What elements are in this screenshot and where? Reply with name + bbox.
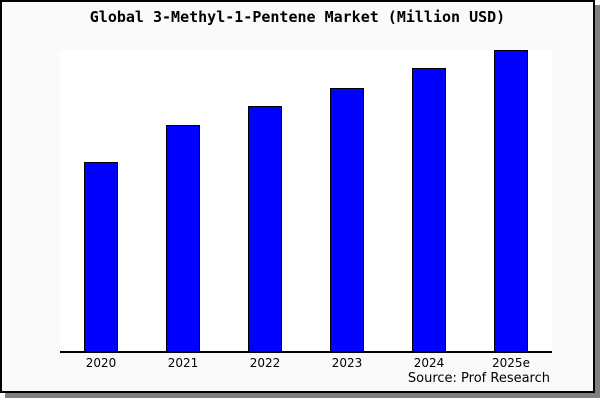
bar-2023 — [330, 87, 364, 351]
x-tick-2025e: 2025e — [492, 356, 530, 370]
bar-2020 — [84, 161, 118, 351]
x-tick-2023: 2023 — [331, 356, 363, 370]
bar-slot-2025e — [470, 50, 552, 351]
bar-2021 — [166, 124, 200, 351]
x-tick-2020: 2020 — [85, 356, 117, 370]
x-ticks-row: 2020 2021 2022 2023 2024 2025e — [60, 356, 552, 370]
bar-slot-2020 — [60, 50, 142, 351]
bar-2025e — [494, 50, 528, 351]
chart-figure: Global 3-Methyl-1-Pentene Market (Millio… — [0, 0, 595, 393]
bar-slot-2022 — [224, 50, 306, 351]
bar-2022 — [248, 106, 282, 351]
bars-row — [60, 50, 552, 351]
chart-title: Global 3-Methyl-1-Pentene Market (Millio… — [89, 8, 506, 26]
bar-slot-2021 — [142, 50, 224, 351]
bar-2024 — [412, 68, 446, 351]
x-tick-2024: 2024 — [413, 356, 445, 370]
bar-slot-2024 — [388, 50, 470, 351]
x-tick-2021: 2021 — [167, 356, 199, 370]
source-label: Source: Prof Research — [407, 371, 550, 386]
plot-area — [60, 50, 552, 353]
bar-slot-2023 — [306, 50, 388, 351]
x-tick-2022: 2022 — [249, 356, 281, 370]
